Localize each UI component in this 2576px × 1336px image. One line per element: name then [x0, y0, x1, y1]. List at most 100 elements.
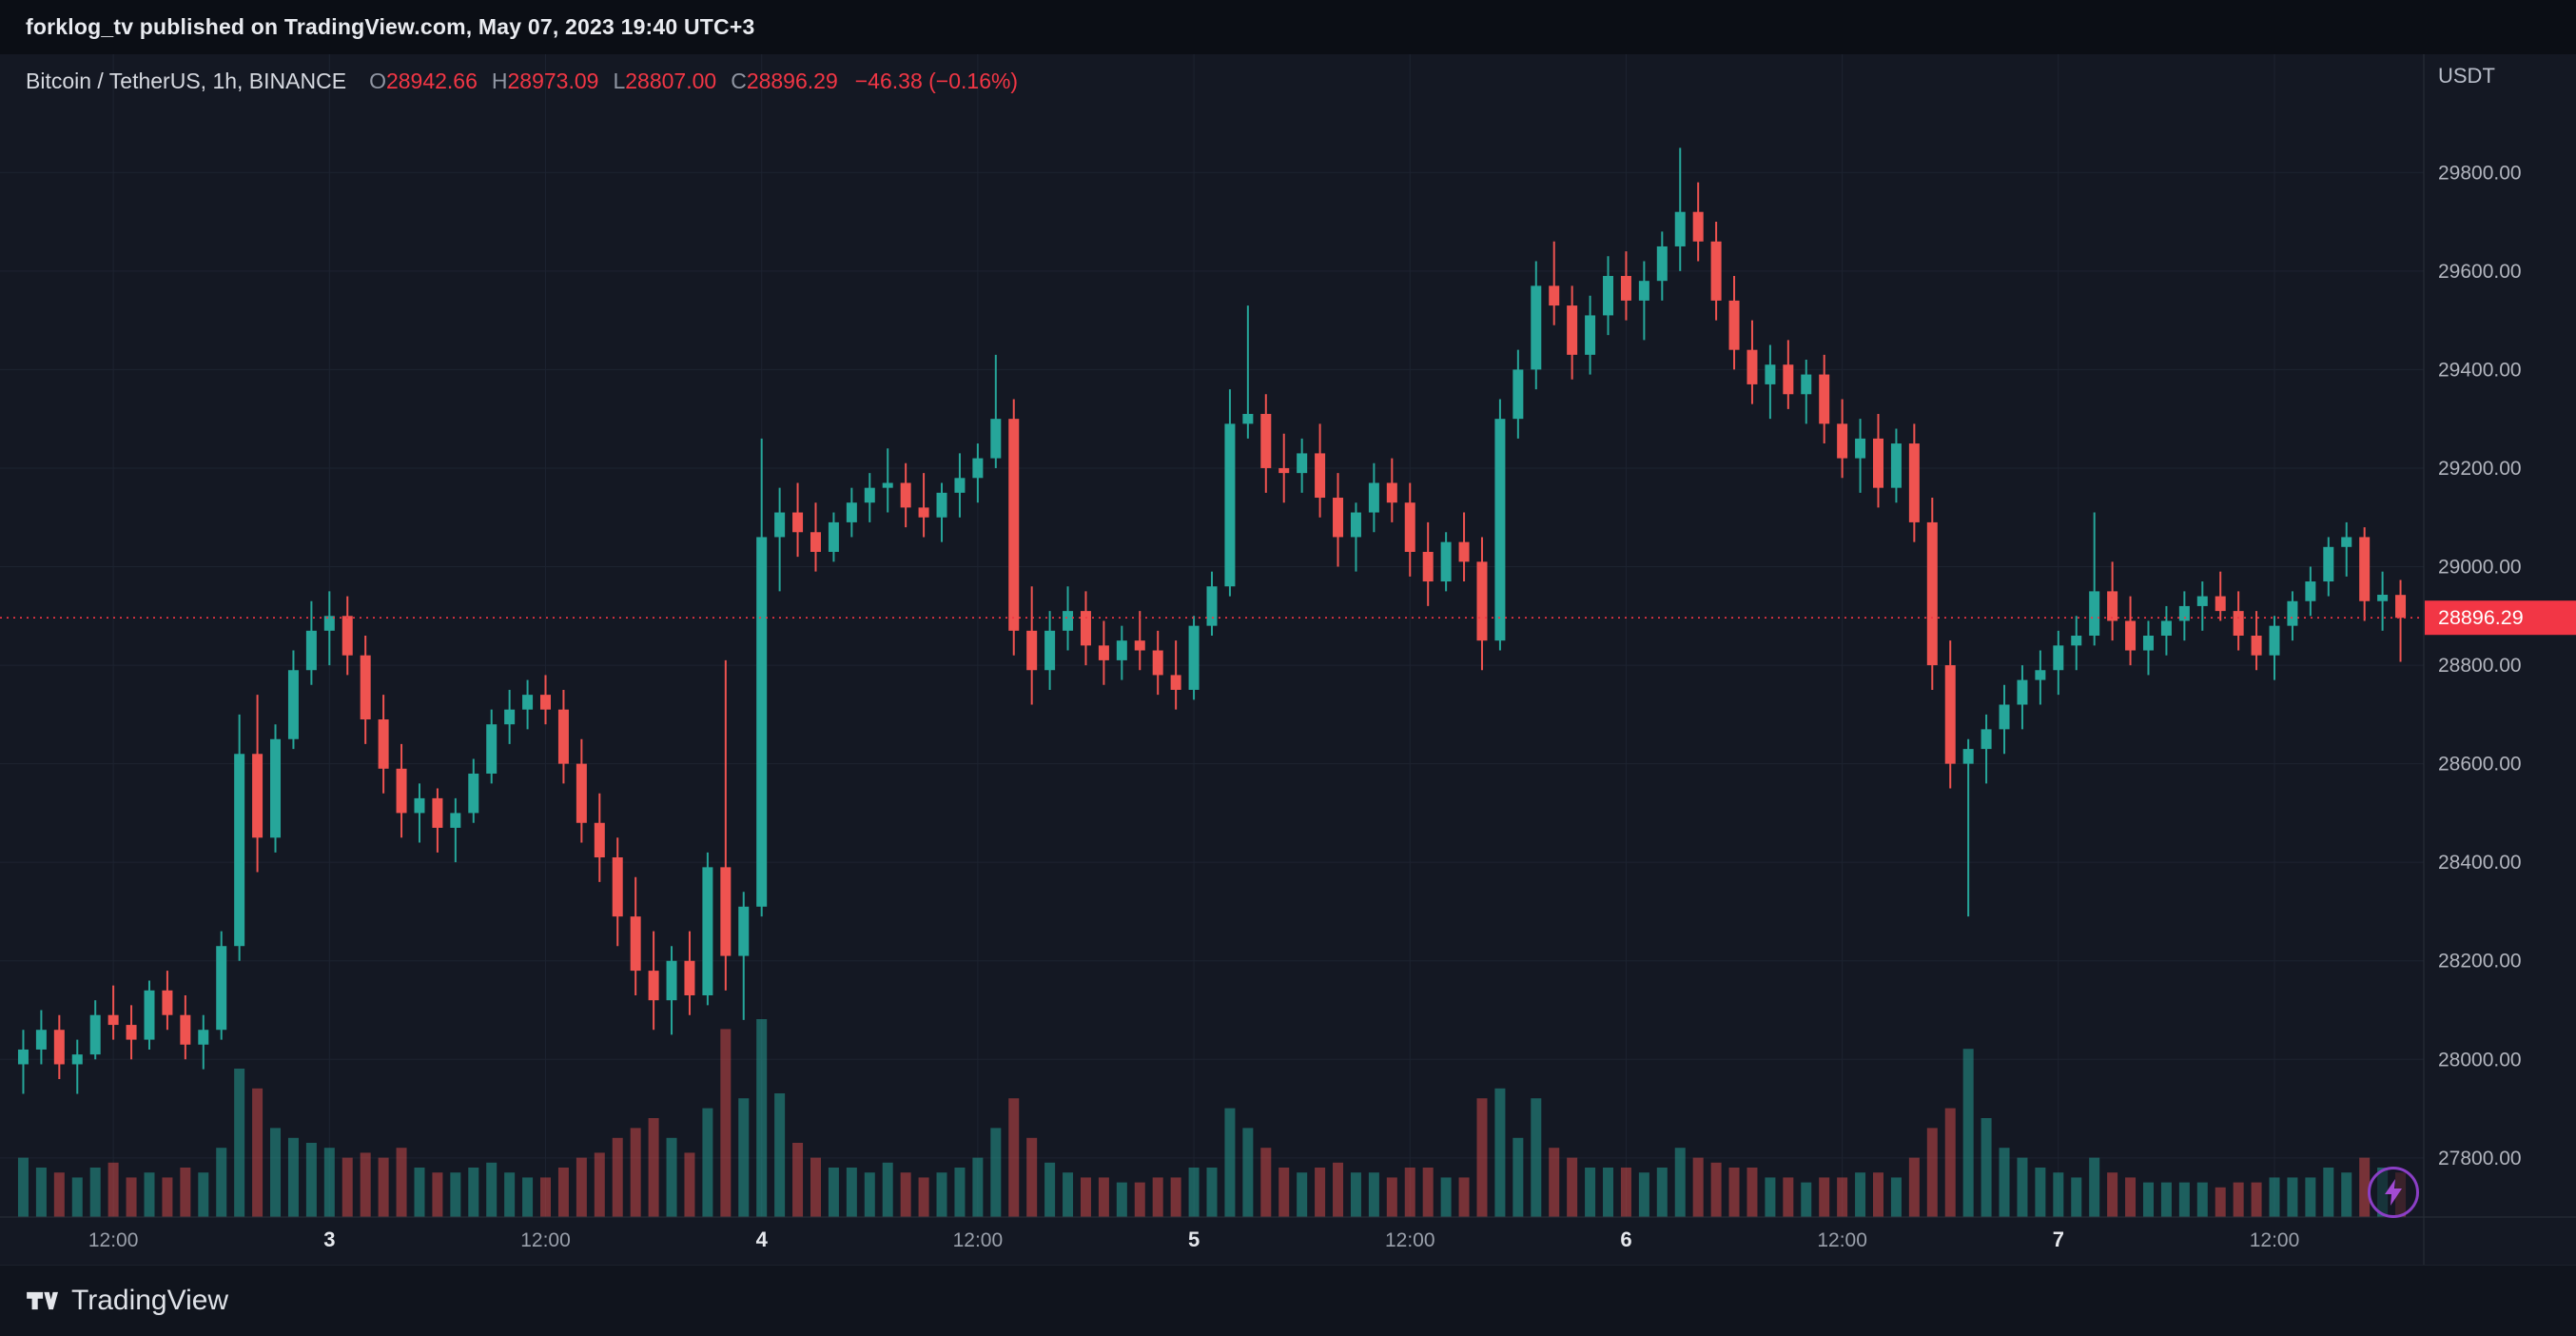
volume-bar	[1260, 1148, 1272, 1217]
volume-bar	[2305, 1177, 2316, 1217]
candle-body	[1710, 241, 1722, 301]
volume-bar	[1872, 1172, 1883, 1217]
volume-bar	[1315, 1168, 1326, 1217]
candle-body	[1512, 369, 1524, 420]
volume-bar	[810, 1157, 821, 1217]
candle-body	[1747, 349, 1758, 384]
volume-bar	[2323, 1168, 2334, 1217]
candle-body	[612, 857, 623, 917]
candle-body	[2053, 645, 2064, 671]
volume-bar	[1044, 1162, 1056, 1217]
price-tick-label: 27800.00	[2438, 1148, 2522, 1169]
candle-body	[53, 1030, 65, 1065]
footer-bar: TradingView	[0, 1265, 2576, 1336]
volume-bar	[594, 1152, 605, 1217]
candle-body	[1116, 640, 1127, 660]
time-tick-label: 12:00	[1385, 1229, 1435, 1251]
volume-bar	[666, 1137, 677, 1217]
volume-bar	[990, 1128, 1002, 1217]
candle-body	[252, 754, 263, 838]
volume-bar	[918, 1177, 929, 1217]
high-value: 28973.09	[507, 69, 599, 93]
candle-body	[1981, 729, 1992, 750]
price-tick-label: 29800.00	[2438, 162, 2522, 184]
volume-bar	[1819, 1177, 1830, 1217]
volume-bar	[1620, 1168, 1631, 1217]
volume-bar	[53, 1172, 65, 1217]
volume-bar	[234, 1069, 245, 1217]
candle-body	[450, 813, 461, 828]
candle-body	[540, 695, 552, 710]
price-axis[interactable]	[2425, 54, 2576, 1265]
volume-bar	[557, 1168, 569, 1217]
candle-body	[2359, 537, 2371, 601]
volume-bar	[323, 1148, 335, 1217]
candle-body	[2017, 679, 2028, 705]
candle-body	[1855, 438, 1866, 459]
candle-body	[35, 1030, 47, 1050]
candle-body	[89, 1014, 101, 1055]
candle-body	[846, 502, 857, 522]
candle-body	[1063, 611, 1074, 631]
candle-body	[1926, 521, 1938, 666]
publish-header: forklog_tv published on TradingView.com,…	[0, 0, 2576, 54]
volume-bar	[882, 1162, 893, 1217]
flash-snapshot-button[interactable]	[2368, 1167, 2419, 1218]
candle-body	[2125, 620, 2137, 651]
candle-body	[1440, 541, 1452, 582]
candle-body	[1656, 246, 1668, 282]
candle-body	[2287, 600, 2298, 626]
chart-legend: Bitcoin / TetherUS, 1h, BINANCE O 28942.6…	[26, 69, 1018, 94]
volume-bar	[198, 1172, 209, 1217]
volume-bar	[1440, 1177, 1452, 1217]
candle-body	[792, 512, 804, 533]
candle-body	[738, 906, 750, 956]
volume-bar	[1008, 1098, 1020, 1217]
candle-body	[810, 532, 821, 552]
volume-bar	[1224, 1108, 1236, 1217]
candle-body	[287, 670, 299, 739]
candle-body	[2196, 596, 2208, 606]
candlestick-chart-canvas[interactable]: 29800.00 29600.00 29400.00 29200.00 29000.00…	[0, 54, 2576, 1336]
volume-bar	[180, 1168, 191, 1217]
tradingview-brand-text[interactable]: TradingView	[71, 1285, 229, 1316]
time-tick-label: 12:00	[1817, 1229, 1867, 1251]
candle-body	[504, 709, 516, 725]
candle-body	[666, 960, 677, 1001]
candle-body	[1765, 364, 1776, 384]
volume-bar	[305, 1143, 317, 1217]
volume-bar	[1585, 1168, 1596, 1217]
volume-bar	[1404, 1168, 1415, 1217]
candle-body	[648, 971, 659, 1001]
volume-bar	[360, 1152, 371, 1217]
candle-body	[1368, 482, 1379, 513]
candle-body	[2178, 605, 2190, 621]
candle-body	[2215, 596, 2226, 612]
candle-body	[1224, 423, 1236, 587]
tradingview-logo-icon[interactable]	[26, 1287, 58, 1314]
volume-bar	[89, 1168, 101, 1217]
candle-body	[1170, 675, 1181, 690]
price-tick-label: 28400.00	[2438, 852, 2522, 874]
volume-bar	[1242, 1128, 1254, 1217]
candle-body	[2142, 636, 2154, 651]
volume-bar	[1603, 1168, 1614, 1217]
volume-bar	[1134, 1182, 1145, 1217]
candle-body	[2233, 611, 2244, 636]
candle-body	[1333, 498, 1344, 538]
close-label: C	[731, 69, 747, 93]
candle-body	[1278, 467, 1290, 474]
candle-body	[864, 487, 875, 503]
time-axis[interactable]	[0, 1217, 2424, 1265]
candle-body	[216, 946, 227, 1031]
candle-body	[71, 1054, 83, 1065]
candle-body	[1260, 413, 1272, 468]
candle-body	[1585, 315, 1596, 355]
volume-bar	[342, 1157, 353, 1217]
volume-bar	[107, 1162, 119, 1217]
candle-body	[990, 419, 1002, 459]
volume-bar	[1170, 1177, 1181, 1217]
candle-body	[1603, 276, 1614, 316]
volume-bar	[1908, 1157, 1920, 1217]
candle-body	[720, 867, 732, 956]
